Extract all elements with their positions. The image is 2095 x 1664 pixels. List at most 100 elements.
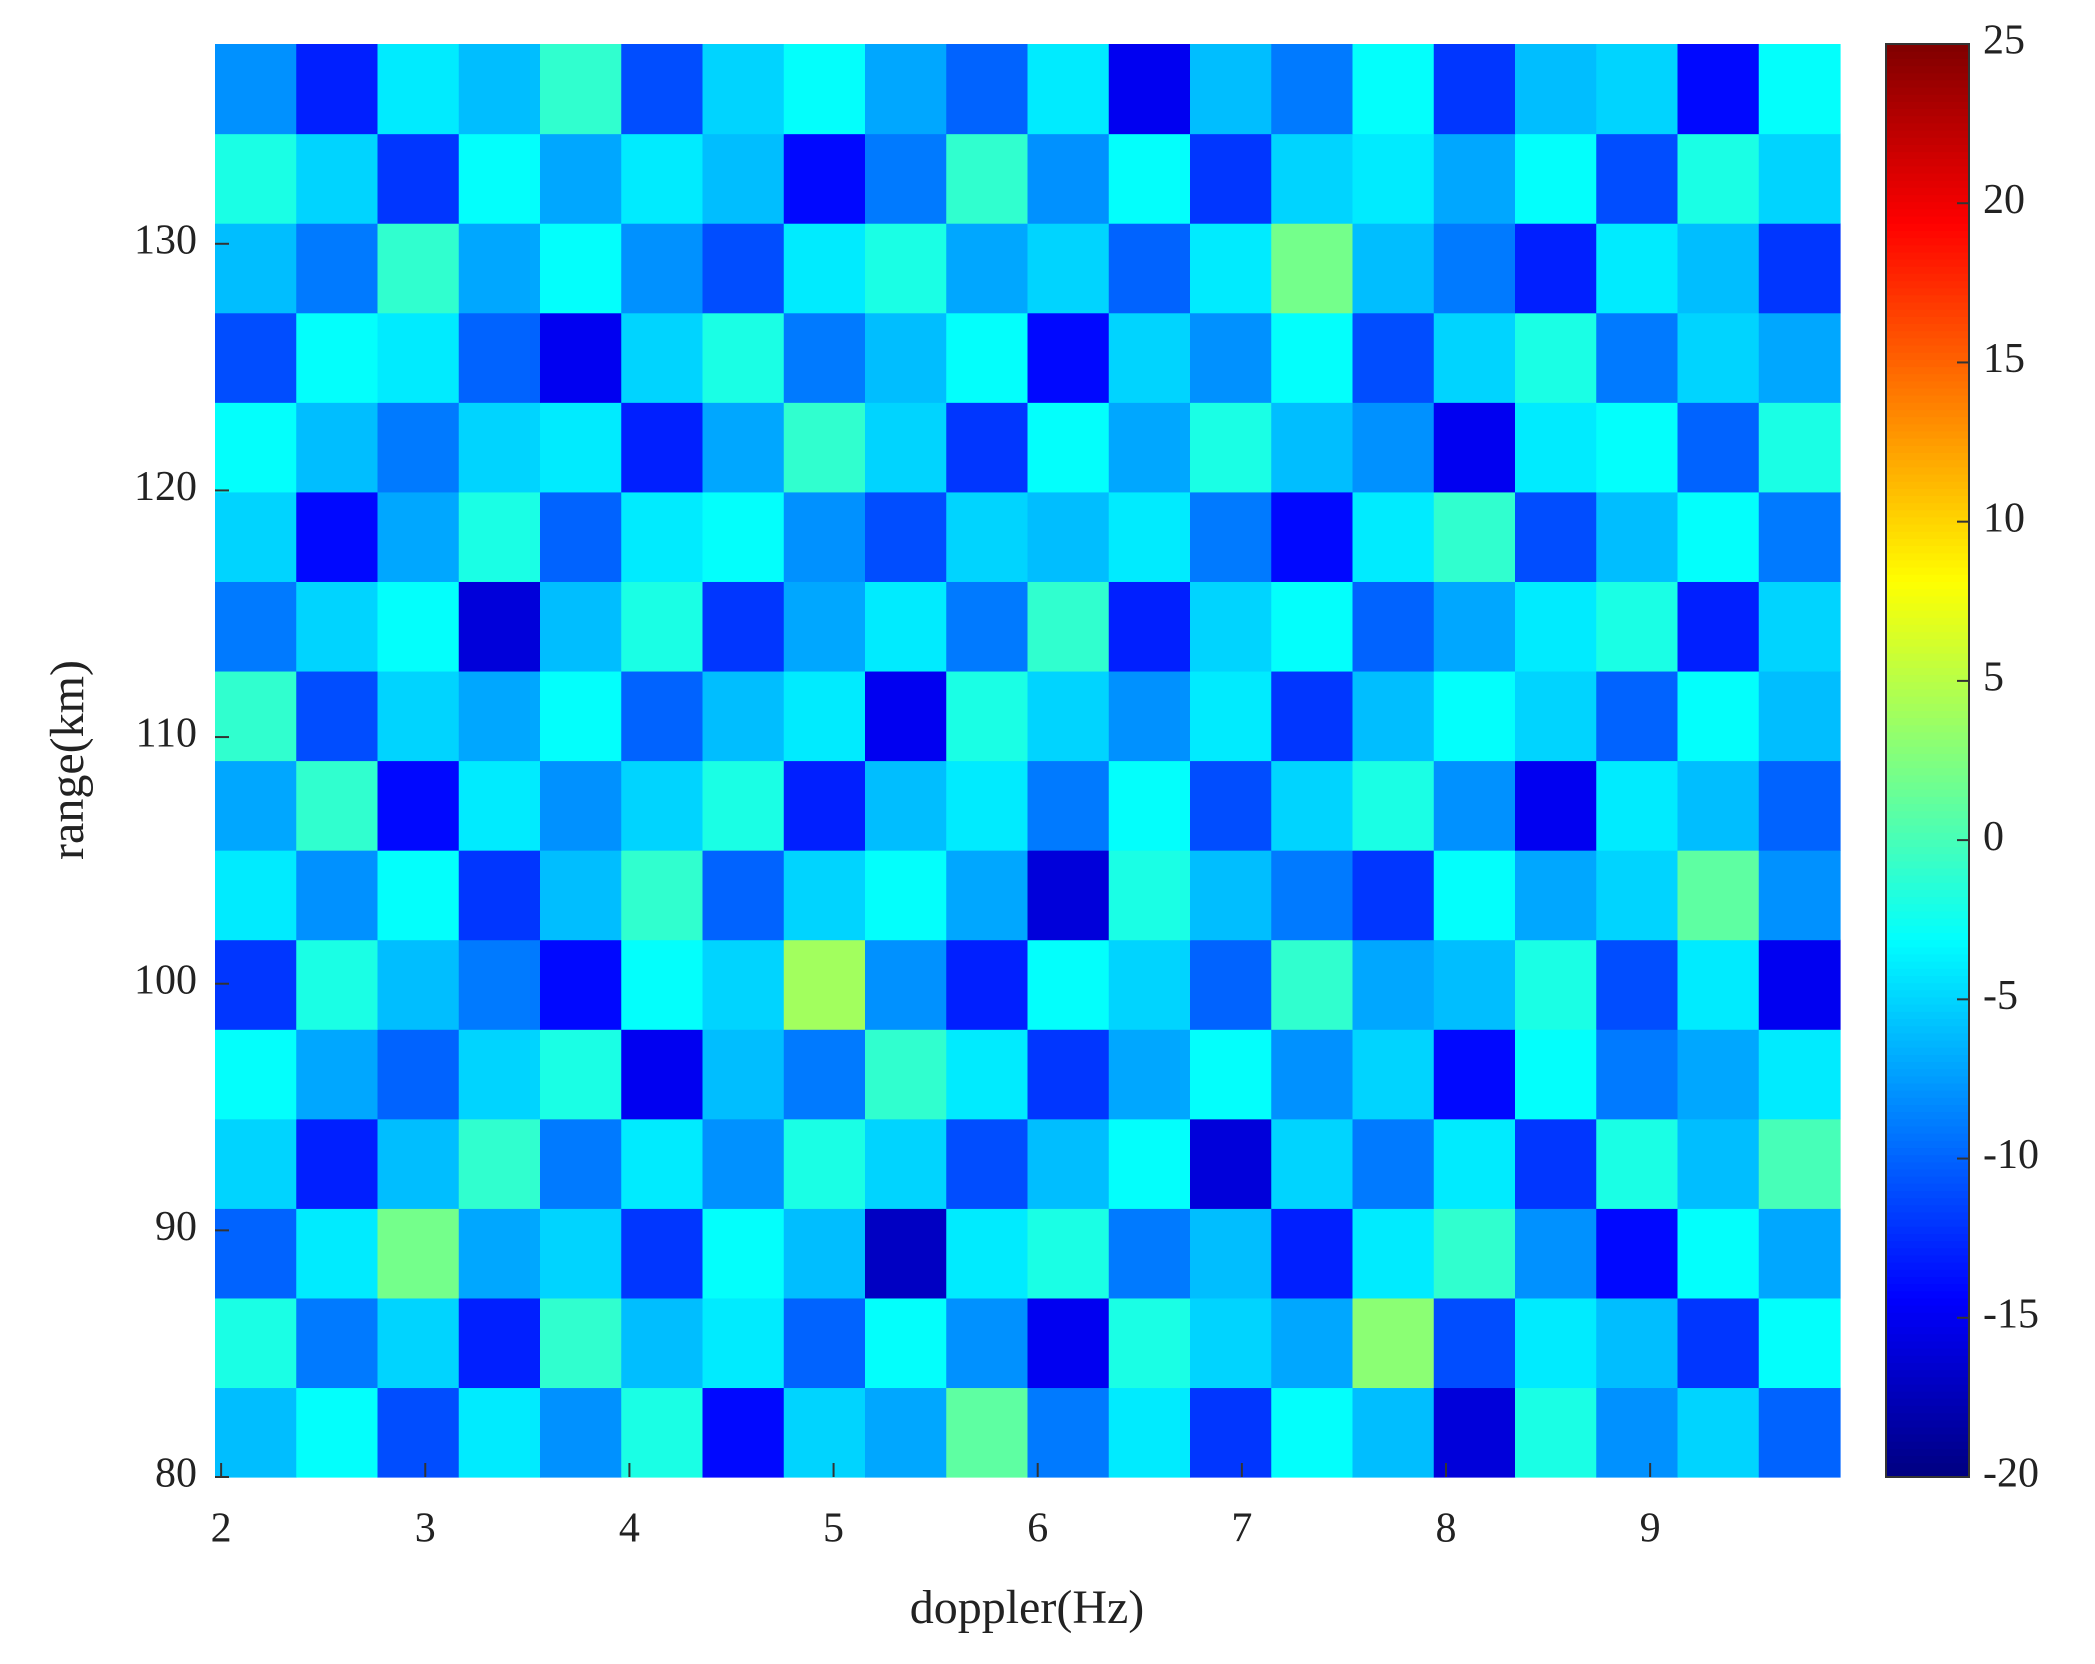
heatmap-cell (1271, 850, 1354, 941)
heatmap-cell (215, 491, 297, 582)
heatmap-cell (1190, 312, 1272, 403)
colorbar-segment (1886, 688, 1969, 697)
heatmap-cell (1108, 491, 1191, 582)
colorbar-segment (1886, 789, 1969, 797)
heatmap-cell (1758, 760, 1841, 851)
colorbar-segment (1886, 1290, 1969, 1299)
heatmap-cell (458, 1297, 541, 1389)
heatmap-cell (1677, 760, 1760, 851)
colorbar-segment (1886, 559, 1969, 568)
heatmap-cell (1271, 1118, 1354, 1209)
colorbar-tick-label: -5 (1983, 973, 2018, 1019)
heatmap-cell (458, 133, 541, 224)
heatmap-cell (621, 133, 704, 224)
heatmap-cell (1758, 1297, 1841, 1389)
colorbar-segment (1886, 1075, 1969, 1084)
colorbar-segment (1886, 1319, 1969, 1328)
heatmap-cell (377, 939, 460, 1030)
colorbar-segment (1886, 1455, 1969, 1464)
colorbar-segment (1886, 975, 1969, 984)
colorbar-segment (1886, 989, 1969, 998)
heatmap-cell (1190, 223, 1272, 314)
heatmap-cell (865, 1029, 947, 1120)
colorbar-segment (1886, 473, 1969, 482)
colorbar-segment (1886, 266, 1969, 274)
y-tick-label: 110 (136, 711, 197, 757)
colorbar-segment (1886, 208, 1969, 217)
colorbar-segment (1886, 1190, 1969, 1199)
colorbar-segment (1886, 316, 1969, 325)
heatmap-cell (1271, 1029, 1354, 1120)
colorbar-segment (1886, 903, 1969, 912)
colorbar-segment (1886, 223, 1969, 231)
colorbar-segment (1886, 1376, 1969, 1385)
heatmap-cell (946, 133, 1029, 224)
heatmap-cell (1108, 939, 1191, 1030)
heatmap-cell (1433, 939, 1516, 1030)
heatmap-cell (1433, 850, 1516, 941)
heatmap-cell (621, 44, 704, 135)
heatmap-cell (1596, 939, 1679, 1030)
heatmap-cell (1677, 44, 1760, 135)
heatmap-cell (296, 312, 379, 403)
heatmap-cell (702, 1297, 785, 1389)
heatmap-cell (702, 133, 785, 224)
heatmap-cell (1515, 223, 1597, 314)
heatmap-cell (1271, 1297, 1354, 1389)
colorbar-segment (1886, 137, 1969, 145)
colorbar-segment (1886, 86, 1969, 95)
heatmap-cell (621, 939, 704, 1030)
heatmap-cell (1433, 133, 1516, 224)
colorbar-segment (1886, 108, 1969, 117)
heatmap-cell (1677, 223, 1760, 314)
heatmap-cell (946, 312, 1029, 403)
colorbar-segment (1886, 366, 1969, 375)
heatmap-cell (215, 760, 297, 851)
colorbar-segment (1886, 982, 1969, 991)
colorbar-segment (1886, 144, 1969, 153)
heatmap-cell (458, 491, 541, 582)
colorbar-segment (1886, 1168, 1969, 1177)
heatmap-cell (1108, 1208, 1191, 1299)
heatmap-cell (377, 581, 460, 672)
colorbar-segment (1886, 1434, 1969, 1442)
heatmap-cell (946, 670, 1029, 762)
heatmap-cell (540, 1029, 622, 1120)
heatmap-cell (1108, 1118, 1191, 1209)
colorbar-segment (1886, 58, 1969, 67)
colorbar-segment (1886, 1312, 1969, 1320)
heatmap-cell (1515, 44, 1597, 135)
heatmap-cell (296, 402, 379, 493)
heatmap-cell (1108, 1029, 1191, 1120)
heatmap-cell (1596, 44, 1679, 135)
colorbar-segment (1886, 187, 1969, 196)
heatmap-cell (1758, 312, 1841, 403)
heatmap-cell (946, 760, 1029, 851)
heatmap-cell (1758, 1029, 1841, 1120)
heatmap-cell (296, 670, 379, 762)
heatmap-cell (1758, 850, 1841, 941)
colorbar-segment (1886, 875, 1969, 883)
colorbar-segment (1886, 1362, 1969, 1371)
y-tick-label: 100 (134, 957, 197, 1003)
colorbar-segment (1886, 1039, 1969, 1048)
colorbar-segment (1886, 696, 1969, 704)
colorbar-segment (1886, 488, 1969, 496)
heatmap-cell (540, 581, 622, 672)
heatmap-cell (1190, 939, 1272, 1030)
heatmap-cell (1433, 1297, 1516, 1389)
heatmap-cell (621, 223, 704, 314)
heatmap-cell (377, 1297, 460, 1389)
heatmap-cell (1108, 1387, 1191, 1478)
heatmap-cell (458, 1118, 541, 1209)
heatmap-cell (1515, 760, 1597, 851)
colorbar-segment (1886, 409, 1969, 418)
colorbar-segment (1886, 165, 1969, 174)
heatmap-cell (783, 133, 866, 224)
colorbar-segment (1886, 1348, 1969, 1356)
colorbar-segment (1886, 1061, 1969, 1070)
colorbar-segment (1886, 516, 1969, 525)
colorbar-segment (1886, 1269, 1969, 1277)
heatmap-cell (1108, 133, 1191, 224)
heatmap-cell (215, 1387, 297, 1478)
